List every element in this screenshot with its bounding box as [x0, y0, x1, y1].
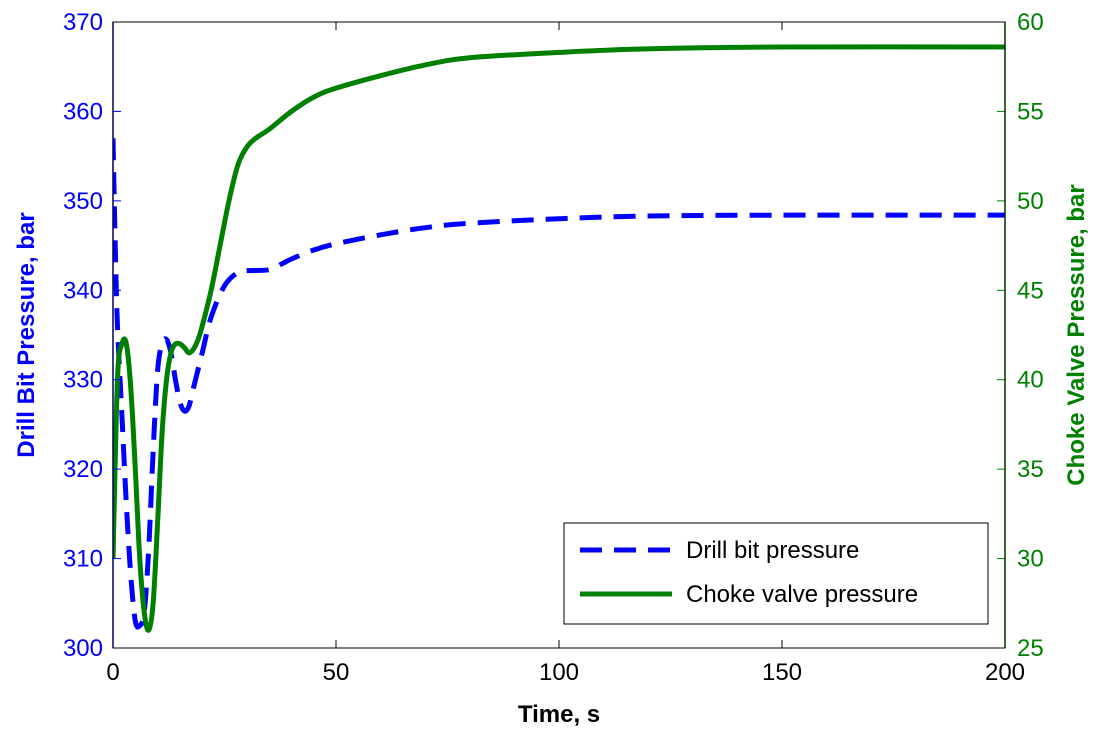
- plot-frame: [112, 21, 1006, 649]
- legend-label-choke-valve-pressure: Choke valve pressure: [686, 581, 918, 608]
- left-y-tick-label: 330: [63, 367, 103, 394]
- right-y-tick-label: 35: [1017, 456, 1044, 483]
- right-y-tick-label: 55: [1017, 98, 1044, 125]
- series-line-choke-valve-pressure: [113, 44, 1005, 633]
- right-y-tick-label: 60: [1017, 9, 1044, 36]
- x-axis-label: Time, s: [518, 701, 600, 728]
- right-y-tick-label: 25: [1017, 635, 1044, 662]
- x-tick-label: 0: [106, 659, 119, 686]
- left-y-tick-label: 310: [63, 546, 103, 573]
- right-y-tick-label: 30: [1017, 546, 1044, 573]
- left-y-tick-label: 320: [63, 456, 103, 483]
- left-y-tick-label: 300: [63, 635, 103, 662]
- right-y-tick-label: 40: [1017, 367, 1044, 394]
- left-y-axis-label: Drill Bit Pressure, bar: [13, 212, 40, 457]
- right-y-axis-label: Choke Valve Pressure, bar: [1063, 184, 1090, 486]
- right-y-tick-label: 45: [1017, 277, 1044, 304]
- legend-box: [563, 522, 989, 625]
- series-line-drill-bit-pressure: [113, 138, 1005, 630]
- legend-label-drill-bit-pressure: Drill bit pressure: [686, 537, 859, 564]
- series-layer: [113, 44, 1005, 633]
- ticks-layer: 0 50 100 150 200 300 310 320 330 340 350 360 370 25 30…: [63, 9, 1044, 686]
- left-y-tick-label: 340: [63, 277, 103, 304]
- right-y-tick-label: 50: [1017, 188, 1044, 215]
- legend: Drill bit pressure Choke valve pressure: [563, 522, 989, 625]
- x-tick-label: 150: [762, 659, 802, 686]
- x-tick-label: 50: [323, 659, 350, 686]
- left-y-tick-label: 350: [63, 188, 103, 215]
- x-tick-label: 200: [985, 659, 1025, 686]
- left-y-tick-label: 360: [63, 98, 103, 125]
- x-tick-label: 100: [539, 659, 579, 686]
- left-y-tick-label: 370: [63, 9, 103, 36]
